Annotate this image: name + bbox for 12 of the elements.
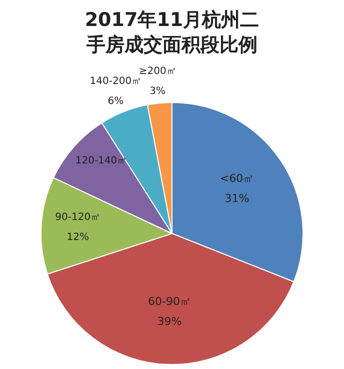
data-label: 3% <box>150 86 166 97</box>
slice-label: 120-140㎡ <box>75 156 128 167</box>
slice-label: 140-200㎡ <box>90 76 142 87</box>
slice-label: <60㎡ <box>220 172 254 186</box>
data-label: 6% <box>108 96 124 107</box>
slice-label: 60-90㎡ <box>148 294 192 308</box>
data-label: 31% <box>224 192 250 206</box>
slice-label: ≥200㎡ <box>138 66 176 77</box>
data-label: 39% <box>157 314 182 328</box>
slice-label: 90-120㎡ <box>55 212 101 224</box>
data-label: 12% <box>66 232 89 244</box>
chart-title: 2017年11月杭州二手房成交面积段比例 <box>84 8 260 58</box>
